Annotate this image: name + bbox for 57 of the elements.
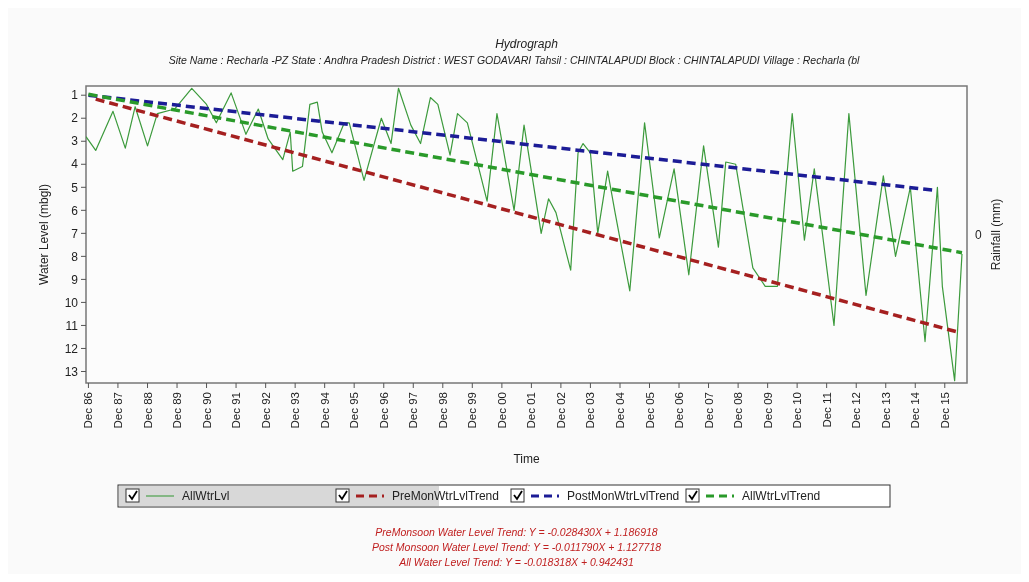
x-tick-label: Dec 04 xyxy=(614,391,627,429)
y-axis-title: Water Level (mbgl) xyxy=(37,184,51,285)
x-tick-label: Dec 08 xyxy=(732,392,745,429)
text: Post Monsoon Water Level Trend: Y = -0.011790X + 1.127718 xyxy=(371,541,662,553)
x-tick-label: Dec 91 xyxy=(230,392,243,429)
x-axis-title: Time xyxy=(513,452,540,466)
y-tick-label: 13 xyxy=(64,364,79,379)
x-tick-label: Dec 12 xyxy=(850,392,863,429)
x-tick-label: Dec 05 xyxy=(643,392,656,429)
x-tick-label: Dec 06 xyxy=(673,392,686,429)
chart-title: Hydrograph xyxy=(495,37,559,51)
y-tick-label: 2 xyxy=(71,111,79,126)
x-tick-label: Dec 14 xyxy=(909,391,922,429)
x-tick-label: Dec 96 xyxy=(377,392,390,429)
x-tick-label: Dec 93 xyxy=(289,392,302,429)
x-tick-label: Dec 11 xyxy=(820,392,833,428)
text: All Water Level Trend: Y = -0.018318X + 0.942431 xyxy=(398,556,634,568)
x-tick-label: Dec 99 xyxy=(466,392,479,429)
legend-label: AllWtrLvl xyxy=(182,489,230,504)
y-tick-label: 12 xyxy=(64,341,79,356)
x-tick-label: Dec 88 xyxy=(141,392,154,429)
y-tick-label: 7 xyxy=(71,226,79,241)
y2-axis-title: Rainfall (mm) xyxy=(989,198,1003,271)
x-tick-label: Dec 89 xyxy=(171,392,184,429)
x-tick-label: Dec 97 xyxy=(407,392,420,429)
x-tick-label: Dec 94 xyxy=(318,391,331,429)
x-tick-label: Dec 09 xyxy=(761,392,774,429)
text: PreMonsoon Water Level Trend: Y = -0.028430X + 1.186918 xyxy=(375,526,658,538)
x-tick-label: Dec 13 xyxy=(879,392,892,429)
y-tick-label: 5 xyxy=(71,180,79,195)
x-tick-label: Dec 90 xyxy=(200,392,213,429)
chart-subtitle: Site Name : Recharla -PZ State : Andhra Pradesh District : WEST GODAVARI Tahsil : CHINTALAPUDI Block : CHINTALAPUDI Village : Recharla (bl xyxy=(168,54,861,66)
x-tick-label: Dec 92 xyxy=(259,392,272,429)
y-tick-label: 6 xyxy=(71,203,79,218)
x-tick-label: Dec 95 xyxy=(348,392,361,429)
line-series xyxy=(86,87,963,382)
text: 0 xyxy=(975,227,982,242)
y-tick-label: 3 xyxy=(71,134,79,149)
y-tick-label: 11 xyxy=(65,318,79,333)
y-tick-label: 10 xyxy=(64,295,79,310)
x-tick-label: Dec 07 xyxy=(702,392,715,429)
x-tick-label: Dec 98 xyxy=(436,392,449,429)
x-tick-label: Dec 02 xyxy=(554,392,567,429)
x-tick-label: Dec 01 xyxy=(525,392,538,429)
x-tick-label: Dec 00 xyxy=(495,392,508,429)
y-tick-label: 8 xyxy=(71,249,79,264)
legend-label: AllWtrLvlTrend xyxy=(742,489,821,504)
y-tick-label: 4 xyxy=(71,157,79,172)
y-tick-label: 1 xyxy=(71,88,79,103)
legend-label: PreMonWtrLvlTrend xyxy=(392,489,499,504)
x-tick-label: Dec 86 xyxy=(82,392,95,429)
x-tick-label: Dec 15 xyxy=(938,392,951,429)
x-tick-label: Dec 10 xyxy=(791,392,804,429)
x-tick-label: Dec 87 xyxy=(111,392,124,429)
y-tick-label: 9 xyxy=(71,272,79,287)
x-tick-label: Dec 03 xyxy=(584,392,597,429)
legend-label: PostMonWtrLvlTrend xyxy=(567,489,680,504)
